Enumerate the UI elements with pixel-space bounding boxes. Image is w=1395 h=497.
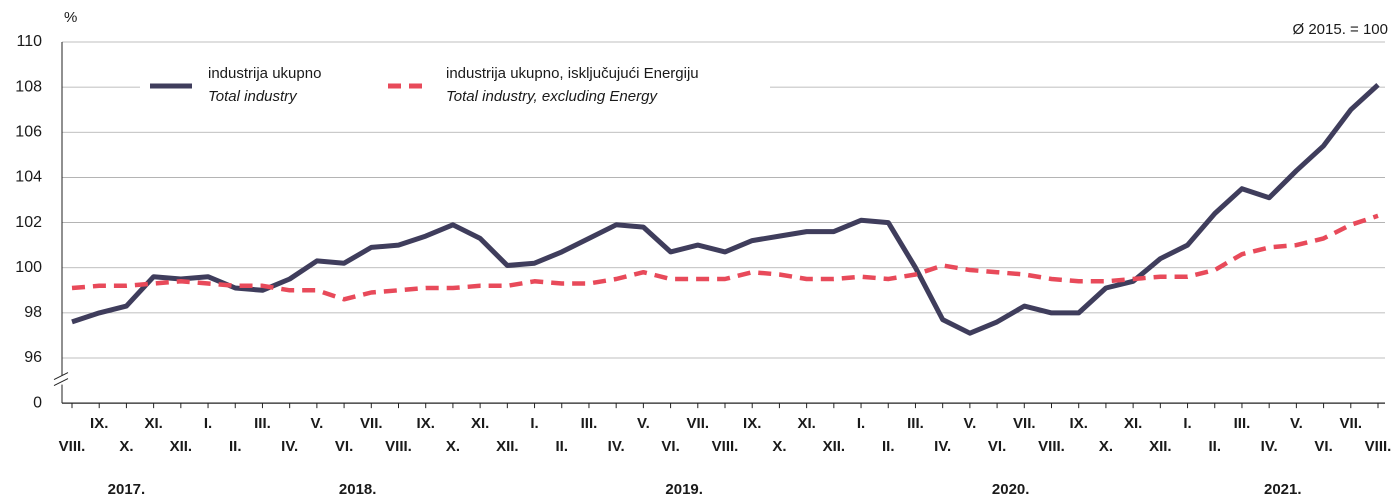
y-tick-label: 102 <box>15 214 42 231</box>
x-tick-label: VIII. <box>385 438 412 455</box>
x-tick-label: III. <box>581 415 598 432</box>
x-tick-label: I. <box>1183 415 1191 432</box>
x-tick-label: VII. <box>1013 415 1036 432</box>
x-tick-label: XI. <box>471 415 489 432</box>
x-tick-label: V. <box>310 415 323 432</box>
y-tick-label: 110 <box>16 33 42 50</box>
x-tick-label: IV. <box>934 438 951 455</box>
legend-bg <box>140 60 770 108</box>
series-line <box>71 213 1379 302</box>
axis-break <box>53 372 69 381</box>
legend-label: industrija ukupno <box>208 65 321 82</box>
y-tick-label: 104 <box>15 169 42 186</box>
x-tick-label: II. <box>1208 438 1221 455</box>
y-tick-label: 108 <box>15 78 42 95</box>
x-tick-label: I. <box>204 415 212 432</box>
x-tick-label: III. <box>1234 415 1251 432</box>
x-tick-label: VIII. <box>1365 438 1392 455</box>
x-tick-label: VI. <box>661 438 679 455</box>
x-tick-label: X. <box>119 438 133 455</box>
x-tick-label: III. <box>254 415 271 432</box>
x-tick-label: IX. <box>417 415 435 432</box>
x-tick-label: IV. <box>281 438 298 455</box>
x-tick-label: IX. <box>743 415 761 432</box>
x-tick-label: VII. <box>687 415 710 432</box>
x-tick-label: XII. <box>170 438 193 455</box>
x-tick-label: VIII. <box>59 438 86 455</box>
x-tick-label: X. <box>446 438 460 455</box>
x-tick-label: X. <box>772 438 786 455</box>
year-label: 2020. <box>992 481 1030 497</box>
x-tick-label: VIII. <box>712 438 739 455</box>
y-tick-label: 106 <box>15 124 42 141</box>
x-tick-label: II. <box>555 438 568 455</box>
legend-label: industrija ukupno, isključujući Energiju <box>446 65 699 82</box>
x-tick-label: V. <box>637 415 650 432</box>
x-tick-label: VIII. <box>1038 438 1065 455</box>
axis-break <box>53 378 69 387</box>
year-label: 2018. <box>339 481 377 497</box>
x-tick-label: X. <box>1099 438 1113 455</box>
x-tick-label: II. <box>882 438 895 455</box>
x-tick-label: XI. <box>1124 415 1142 432</box>
x-tick-label: VII. <box>360 415 383 432</box>
y-tick-label: 100 <box>15 259 42 276</box>
x-tick-label: IX. <box>1070 415 1088 432</box>
x-tick-label: II. <box>229 438 242 455</box>
x-tick-label: I. <box>857 415 865 432</box>
x-tick-label: VII. <box>1340 415 1363 432</box>
unit-label: % <box>64 9 77 26</box>
x-tick-label: VI. <box>335 438 353 455</box>
x-tick-label: VI. <box>988 438 1006 455</box>
x-tick-label: XI. <box>144 415 162 432</box>
x-tick-label: XII. <box>496 438 519 455</box>
x-tick-label: V. <box>963 415 976 432</box>
x-tick-label: IX. <box>90 415 108 432</box>
x-tick-label: IV. <box>1261 438 1278 455</box>
year-label: 2019. <box>665 481 703 497</box>
legend-label-en: Total industry <box>208 88 298 105</box>
base-note: Ø 2015. = 100 <box>1293 21 1389 38</box>
legend-label-en: Total industry, excluding Energy <box>446 88 658 105</box>
y-tick-label: 98 <box>24 304 42 321</box>
year-label: 2017. <box>108 481 146 497</box>
y-tick-label: 96 <box>24 349 42 366</box>
x-tick-label: V. <box>1290 415 1303 432</box>
x-tick-label: III. <box>907 415 924 432</box>
x-tick-label: XII. <box>1149 438 1172 455</box>
x-tick-label: VI. <box>1314 438 1332 455</box>
series-line <box>71 83 1380 336</box>
x-tick-label: IV. <box>608 438 625 455</box>
axis-break-gap <box>54 375 70 385</box>
x-tick-label: XII. <box>823 438 846 455</box>
y-tick-label: 0 <box>33 394 42 411</box>
year-label: 2021. <box>1264 481 1302 497</box>
x-tick-label: XI. <box>797 415 815 432</box>
x-tick-label: I. <box>530 415 538 432</box>
